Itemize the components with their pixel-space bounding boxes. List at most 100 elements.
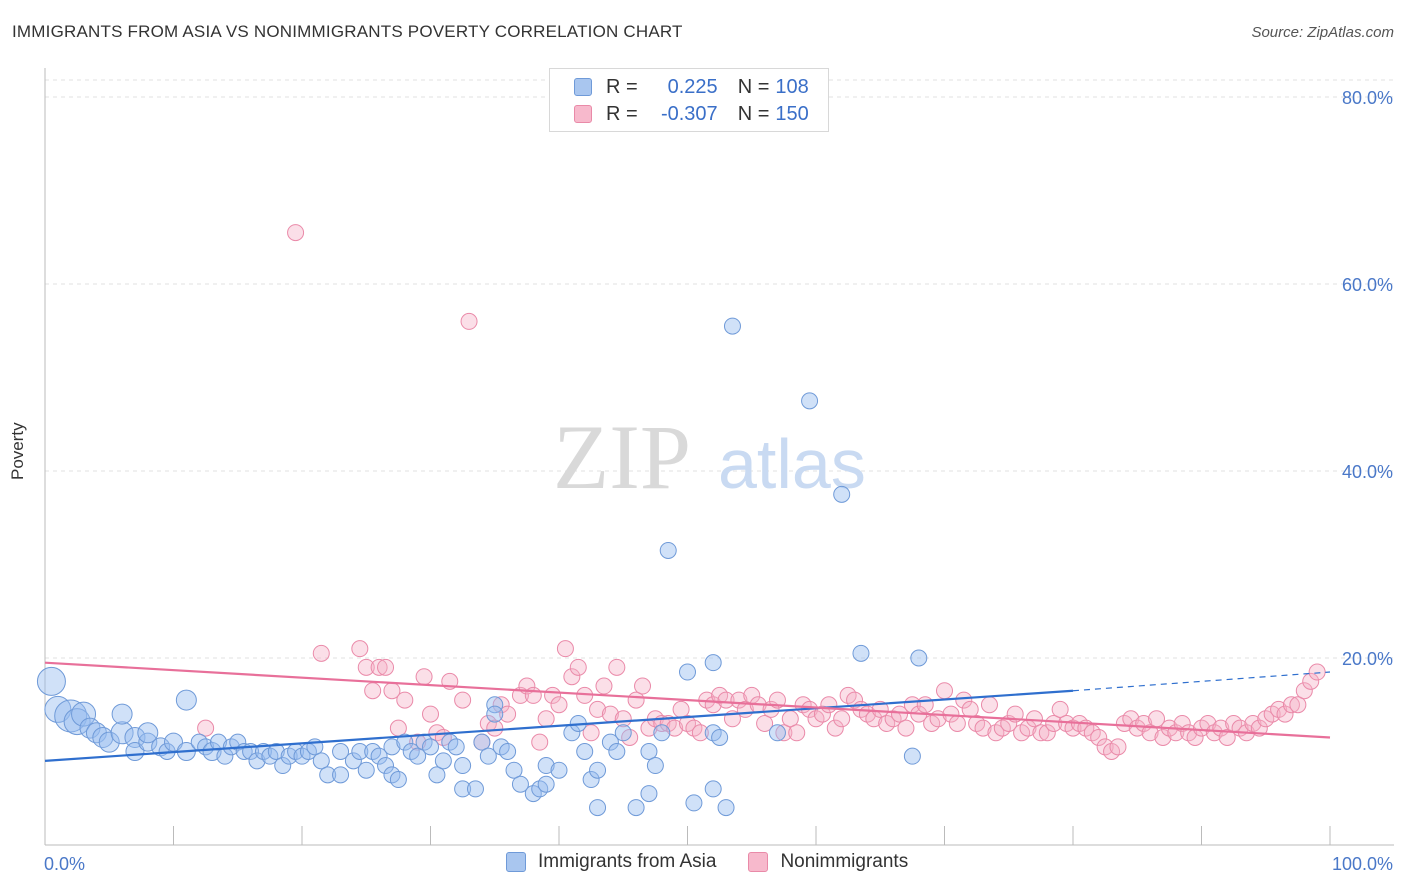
grid-lines (45, 79, 1394, 659)
asia-point (576, 743, 594, 760)
nonimmigrants-point (312, 644, 330, 662)
legend-r-value: -0.307 (660, 102, 718, 125)
nonimmigrants-point (1154, 728, 1172, 746)
nonimmigrants-point (1295, 682, 1313, 700)
nonimmigrants-point (980, 696, 998, 714)
asia-point (852, 644, 870, 662)
asia-point (111, 703, 133, 725)
nonimmigrants-point (820, 696, 838, 714)
x-tick-label: 100.0% (1332, 854, 1393, 874)
nonimmigrants-point (1141, 724, 1159, 742)
legend-item-asia[interactable]: Immigrants from Asia (506, 851, 716, 873)
asia-point (248, 752, 266, 770)
asia-point (582, 771, 600, 789)
asia-point (370, 747, 388, 765)
asia-point (466, 780, 484, 798)
asia-point (229, 733, 247, 751)
asia-point (137, 722, 159, 744)
nonimmigrants-point (595, 677, 613, 695)
asia-point (537, 775, 555, 793)
asia-point (801, 392, 819, 410)
nonimmigrants-point (788, 724, 806, 742)
nonimmigrants-point (948, 714, 966, 732)
asia-point (344, 752, 362, 770)
asia-point (454, 757, 472, 775)
asia-point (537, 757, 555, 775)
asia-point (723, 317, 741, 335)
asia-point (711, 728, 729, 746)
y-tick-label: 20.0% (1342, 649, 1393, 669)
asia-point (550, 761, 568, 779)
nonimmigrants-point (1308, 663, 1326, 681)
nonimmigrants-point (1051, 700, 1069, 718)
nonimmigrants-point (897, 719, 915, 737)
nonimmigrants-point (916, 696, 934, 714)
asia-point (717, 799, 735, 817)
asia-trend-line (44, 689, 1074, 762)
asia-point (486, 696, 504, 714)
asia-point (903, 747, 921, 765)
nonimmigrants-point (537, 710, 555, 728)
nonimmigrants-point (936, 682, 953, 700)
nonimmigrants-point (364, 682, 382, 700)
nonimmigrants-point (197, 719, 215, 737)
asia-point (679, 663, 696, 681)
asia-point (646, 757, 664, 775)
asia-point (640, 785, 658, 803)
asia-point (601, 733, 619, 751)
axes (44, 68, 1394, 846)
legend-r-label: R = (606, 102, 638, 125)
watermark-atlas: atlas (718, 425, 866, 503)
nonimmigrants-point (891, 705, 909, 723)
nonimmigrants-point (846, 691, 864, 709)
nonimmigrants-point (357, 658, 375, 676)
watermark-zip: ZIP (553, 406, 691, 508)
y-tick-label: 80.0% (1342, 88, 1393, 108)
nonimmigrants-point (563, 668, 581, 686)
watermark: ZIP atlas (553, 406, 866, 508)
asia-point (267, 743, 285, 760)
nonimmigrants-point (1276, 705, 1294, 723)
nonimmigrants-point (287, 224, 305, 242)
asia-point (54, 699, 88, 733)
asia-point (383, 738, 401, 756)
asia-point (627, 799, 645, 817)
asia-point (659, 541, 677, 559)
nonimmigrants-point (569, 658, 587, 676)
nonimmigrants-point (582, 724, 600, 742)
nonimmigrants-point (492, 696, 510, 714)
legend-n-label: N = (737, 102, 770, 125)
nonimmigrants-point (409, 733, 427, 751)
asia-points (36, 317, 928, 817)
nonimmigrants-point (717, 691, 735, 709)
nonimmigrants-point (634, 677, 652, 695)
asia-point (351, 743, 369, 760)
asia-point (447, 738, 465, 756)
asia-point (357, 761, 375, 779)
nonimmigrants-point (691, 724, 709, 742)
x-tick-labels: 0.0% 100.0% (44, 854, 1393, 874)
asia-point (833, 485, 851, 503)
asia-point (274, 757, 292, 775)
nonimmigrants-point (531, 733, 549, 751)
correlation-legend: R = 0.225 N = 108 R = -0.307 N = 150 (549, 68, 829, 132)
nonimmigrants-point (1090, 728, 1108, 746)
nonimmigrants-point (486, 719, 504, 737)
legend-n-label: N = (737, 75, 770, 98)
asia-point (499, 743, 517, 760)
nonimmigrants-trend-line (44, 661, 1331, 739)
asia-point (110, 721, 134, 745)
asia-point (124, 726, 146, 748)
asia-point (589, 799, 607, 817)
asia-point (209, 733, 227, 751)
asia-point (44, 695, 72, 723)
legend-r-value: 0.225 (667, 75, 718, 98)
nonimmigrants-point (422, 705, 439, 723)
asia-point (640, 743, 658, 760)
nonimmigrants-point (1045, 714, 1063, 732)
legend-item-nonimmigrants[interactable]: Nonimmigrants (748, 851, 908, 873)
asia-point (138, 732, 158, 752)
asia-point (608, 743, 626, 760)
asia-point (511, 775, 529, 793)
nonimmigrants-point (775, 724, 793, 742)
